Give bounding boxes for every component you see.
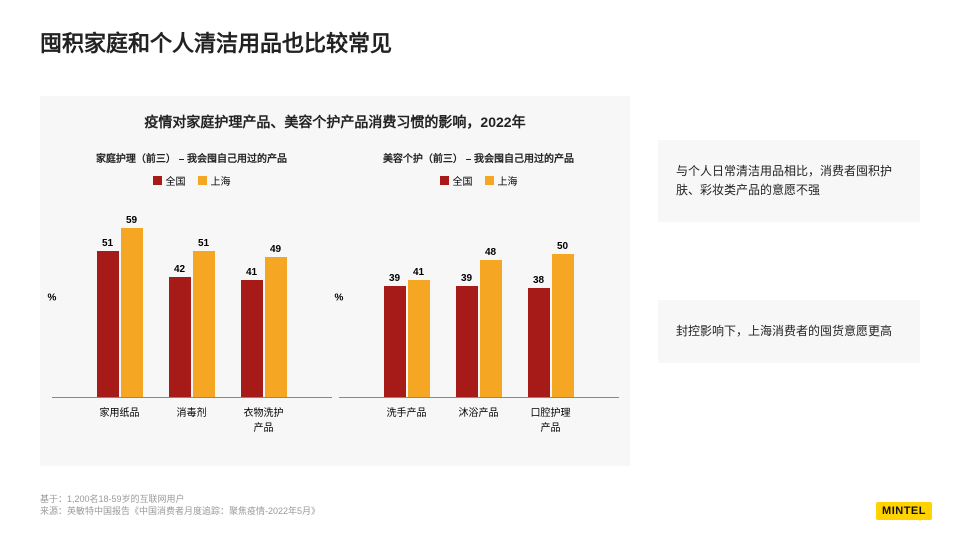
x-tick: 家用纸品 <box>97 404 143 434</box>
bar <box>456 286 478 397</box>
bar-group: 38 50 <box>528 241 574 397</box>
bar-wrap: 48 <box>480 247 502 397</box>
subchart-right: 美容个护（前三） – 我会囤自己用过的产品全国上海%394139483850洗手… <box>339 150 619 434</box>
chart-title: 疫情对家庭护理产品、美容个护产品消费习惯的影响，2022年 <box>40 96 630 132</box>
bar-wrap: 41 <box>408 267 430 397</box>
logo-text: MINTEL <box>876 502 932 520</box>
x-tick: 消毒剂 <box>169 404 215 434</box>
bar-wrap: 39 <box>456 273 478 397</box>
bar-value: 41 <box>246 267 257 278</box>
subchart-title: 美容个护（前三） – 我会囤自己用过的产品 <box>339 150 619 165</box>
bar <box>480 260 502 397</box>
bar-value: 39 <box>389 273 400 284</box>
bar <box>193 251 215 397</box>
plot-area: %515942514149 <box>52 198 332 398</box>
legend-label: 上海 <box>211 173 231 188</box>
x-axis: 家用纸品消毒剂衣物洗护产品 <box>52 404 332 434</box>
bar-wrap: 51 <box>97 238 119 397</box>
legend-item: 上海 <box>198 173 231 188</box>
y-axis-label: % <box>335 292 344 303</box>
footnote-line2: 来源：英敏特中国报告《中国消费者月度追踪：聚焦疫情-2022年5月》 <box>40 505 320 518</box>
bar-value: 42 <box>174 264 185 275</box>
bar-wrap: 49 <box>265 244 287 397</box>
bar <box>241 280 263 397</box>
legend-item: 全国 <box>153 173 186 188</box>
bar-value: 48 <box>485 247 496 258</box>
chart-panel: 疫情对家庭护理产品、美容个护产品消费习惯的影响，2022年 家庭护理（前三） –… <box>40 96 630 466</box>
bar <box>121 228 143 397</box>
bar-value: 38 <box>533 275 544 286</box>
bar-wrap: 51 <box>193 238 215 397</box>
bar <box>408 280 430 397</box>
commentary-bottom: 封控影响下，上海消费者的囤货意愿更高 <box>658 300 920 363</box>
legend: 全国 上海 <box>52 173 332 188</box>
x-tick: 沐浴产品 <box>456 404 502 434</box>
commentary-top: 与个人日常清洁用品相比，消费者囤积护肤、彩妆类产品的意愿不强 <box>658 140 920 222</box>
bar <box>384 286 406 397</box>
legend-label: 全国 <box>453 173 473 188</box>
slide: 囤积家庭和个人清洁用品也比较常见 疫情对家庭护理产品、美容个护产品消费习惯的影响… <box>0 0 960 540</box>
bar-group: 42 51 <box>169 238 215 397</box>
x-tick: 口腔护理产品 <box>528 404 574 434</box>
bar-group: 41 49 <box>241 244 287 397</box>
legend-label: 上海 <box>498 173 518 188</box>
legend-swatch <box>153 176 162 185</box>
footnote-line1: 基于：1,200名18-59岁的互联网用户 <box>40 493 320 506</box>
bar-wrap: 39 <box>384 273 406 397</box>
legend-swatch <box>485 176 494 185</box>
bar-value: 39 <box>461 273 472 284</box>
legend-item: 上海 <box>485 173 518 188</box>
bar-value: 49 <box>270 244 281 255</box>
subchart-title: 家庭护理（前三） – 我会囤自己用过的产品 <box>52 150 332 165</box>
legend-swatch <box>198 176 207 185</box>
bar <box>265 257 287 397</box>
x-tick: 洗手产品 <box>384 404 430 434</box>
footnote: 基于：1,200名18-59岁的互联网用户 来源：英敏特中国报告《中国消费者月度… <box>40 493 320 518</box>
x-tick: 衣物洗护产品 <box>241 404 287 434</box>
y-axis-label: % <box>48 292 57 303</box>
bar-value: 41 <box>413 267 424 278</box>
bar-group: 39 41 <box>384 267 430 397</box>
bar-value: 59 <box>126 215 137 226</box>
bar-value: 51 <box>102 238 113 249</box>
legend-label: 全国 <box>166 173 186 188</box>
legend-item: 全国 <box>440 173 473 188</box>
bar <box>552 254 574 397</box>
bar-wrap: 50 <box>552 241 574 397</box>
bar-group: 39 48 <box>456 247 502 397</box>
legend-swatch <box>440 176 449 185</box>
bar <box>97 251 119 397</box>
subchart-left: 家庭护理（前三） – 我会囤自己用过的产品全国上海%515942514149家用… <box>52 150 332 434</box>
bar <box>528 288 550 397</box>
bar-wrap: 41 <box>241 267 263 397</box>
bar <box>169 277 191 397</box>
charts-row: 家庭护理（前三） – 我会囤自己用过的产品全国 上海% 51 59 42 51 41 49 家用… <box>40 150 630 434</box>
plot-area: %394139483850 <box>339 198 619 398</box>
bar-wrap: 38 <box>528 275 550 397</box>
x-axis: 洗手产品沐浴产品口腔护理产品 <box>339 404 619 434</box>
bar-value: 51 <box>198 238 209 249</box>
bar-value: 50 <box>557 241 568 252</box>
bar-wrap: 59 <box>121 215 143 397</box>
mintel-logo: MINTEL <box>876 502 932 520</box>
legend: 全国 上海 <box>339 173 619 188</box>
bar-wrap: 42 <box>169 264 191 397</box>
page-title: 囤积家庭和个人清洁用品也比较常见 <box>40 26 392 58</box>
bar-group: 51 59 <box>97 215 143 397</box>
